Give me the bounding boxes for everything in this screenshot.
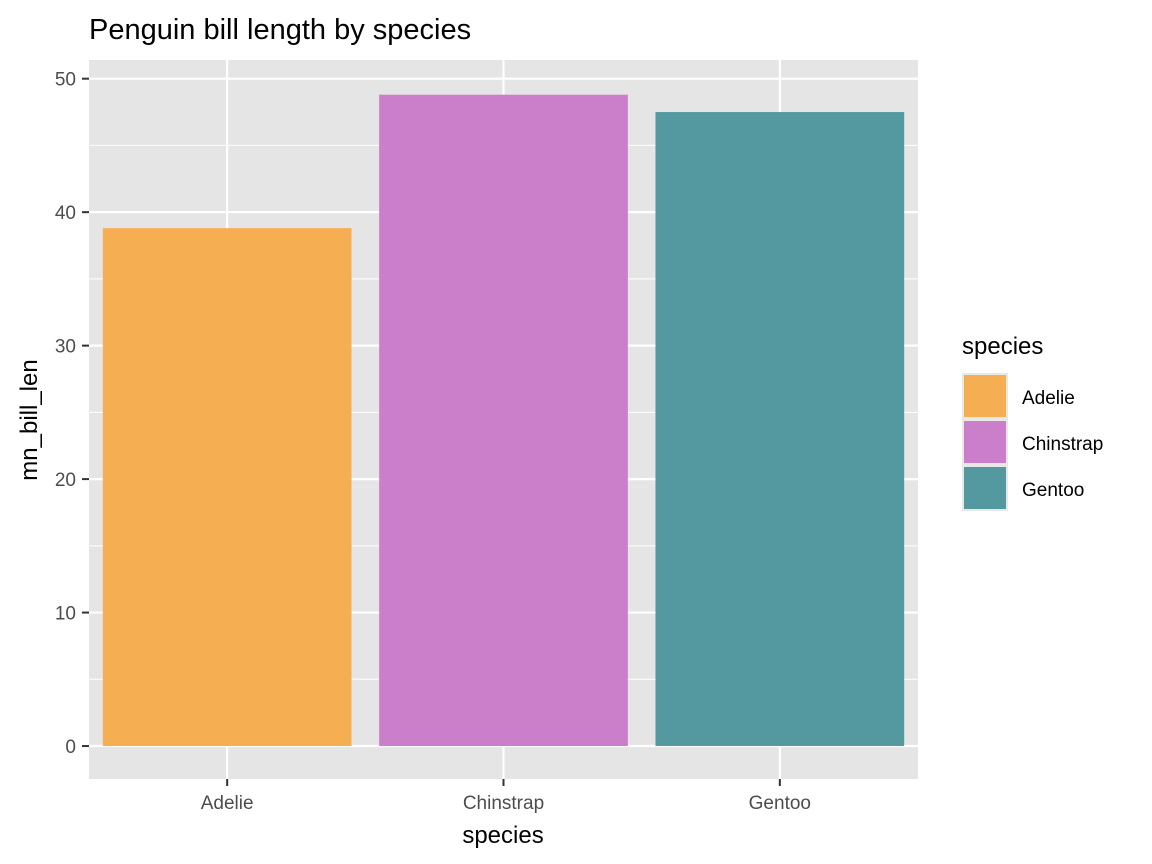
y-tick-label: 20	[55, 470, 76, 491]
legend-label: Adelie	[1022, 388, 1075, 409]
x-axis-label: species	[462, 822, 543, 849]
bar-chinstrap	[379, 94, 628, 747]
y-tick-label: 10	[55, 604, 76, 625]
y-axis-label: mn_bill_len	[16, 359, 43, 480]
legend: species Adelie Chinstrap Gentoo	[962, 333, 1103, 511]
y-tick-label: 40	[55, 203, 76, 224]
x-tick-label: Gentoo	[749, 793, 811, 814]
legend-label: Chinstrap	[1022, 434, 1103, 455]
bars	[102, 94, 905, 747]
legend-key-gentoo	[964, 467, 1006, 509]
bar-gentoo	[655, 112, 905, 747]
y-tick-label: 50	[55, 70, 76, 91]
x-tick-label: Adelie	[201, 793, 254, 814]
legend-label: Gentoo	[1022, 480, 1084, 501]
legend-key-adelie	[964, 375, 1006, 417]
x-tick-label: Chinstrap	[463, 793, 544, 814]
bar-adelie	[102, 228, 352, 747]
y-tick-label: 0	[65, 737, 76, 758]
x-axis: Adelie Chinstrap Gentoo	[201, 779, 811, 814]
y-axis: 0 10 20 30 40 50	[55, 70, 89, 758]
chart-title: Penguin bill length by species	[89, 14, 471, 46]
y-tick-label: 30	[55, 337, 76, 358]
legend-title: species	[962, 333, 1043, 360]
legend-key-chinstrap	[964, 421, 1006, 463]
